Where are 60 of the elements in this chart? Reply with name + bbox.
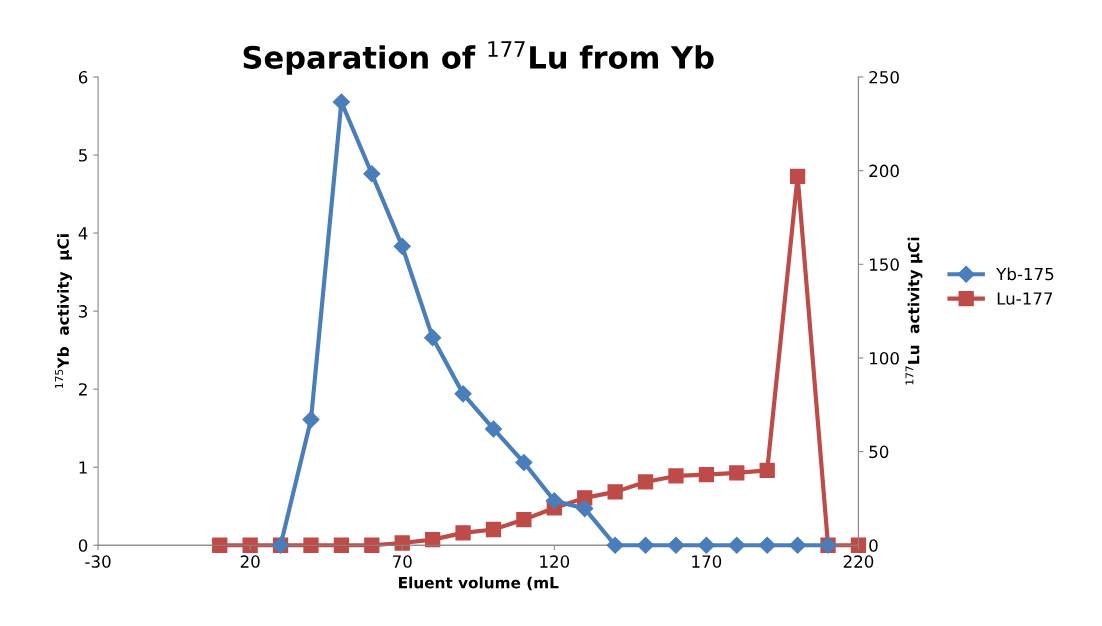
point xyxy=(637,474,654,490)
point xyxy=(789,168,806,184)
point xyxy=(393,237,411,255)
point xyxy=(454,385,472,403)
x-tick-label: 120 xyxy=(540,555,570,568)
point xyxy=(759,462,775,478)
point xyxy=(698,466,715,483)
point xyxy=(302,411,320,429)
point xyxy=(332,93,350,111)
chart-title: Separation of $^{177}$Lu from Yb xyxy=(243,41,714,75)
point xyxy=(606,536,624,554)
point xyxy=(212,537,228,553)
point xyxy=(516,511,532,528)
y-tick-label: 4 xyxy=(78,227,88,240)
point xyxy=(515,453,533,472)
y2-tick-label: 100 xyxy=(870,351,899,365)
point xyxy=(394,535,410,551)
y2-axis-title: $^{177}$Lu activity µCi xyxy=(905,237,923,385)
point xyxy=(728,536,746,554)
y2-tick-label: 250 xyxy=(869,70,899,84)
y-tick-label: 6 xyxy=(78,70,88,84)
x-tick-label: 70 xyxy=(392,555,412,568)
y-tick-label: 3 xyxy=(79,305,88,318)
point xyxy=(333,537,350,553)
point xyxy=(485,521,502,538)
x-tick-label: 220 xyxy=(843,555,874,568)
x-tick-label: 20 xyxy=(240,555,260,568)
legend-label: Yb-175 xyxy=(996,267,1054,281)
x-tick-label: 170 xyxy=(692,555,722,568)
point xyxy=(667,536,685,554)
point xyxy=(668,468,684,484)
y-axis-title: $^{175}$Yb activity µCi xyxy=(55,234,73,389)
y2-tick-label: 0 xyxy=(869,539,878,552)
y2-tick-label: 150 xyxy=(870,258,899,271)
y2-tick-label: 50 xyxy=(869,445,889,459)
point xyxy=(425,531,441,548)
point xyxy=(364,537,380,553)
x-axis-title: Eluent volume (mL xyxy=(399,576,559,591)
y-tick-label: 0 xyxy=(78,539,88,552)
legend-label: Lu-177 xyxy=(997,292,1053,305)
y-tick-label: 5 xyxy=(79,149,87,162)
point xyxy=(789,536,807,554)
point xyxy=(850,537,867,553)
y2-tick-label: 200 xyxy=(869,164,899,178)
point xyxy=(363,165,381,183)
point xyxy=(303,537,319,553)
point xyxy=(607,484,623,500)
point xyxy=(545,492,563,510)
point xyxy=(242,537,258,553)
y-tick-label: 1 xyxy=(79,461,87,474)
point xyxy=(697,536,715,554)
point xyxy=(424,329,442,347)
y-tick-label: 2 xyxy=(78,383,87,396)
point xyxy=(636,536,655,554)
point xyxy=(576,500,594,518)
point xyxy=(455,525,471,541)
point xyxy=(484,420,503,438)
point xyxy=(758,536,776,554)
x-tick-label: -30 xyxy=(85,555,111,568)
point xyxy=(729,465,745,481)
